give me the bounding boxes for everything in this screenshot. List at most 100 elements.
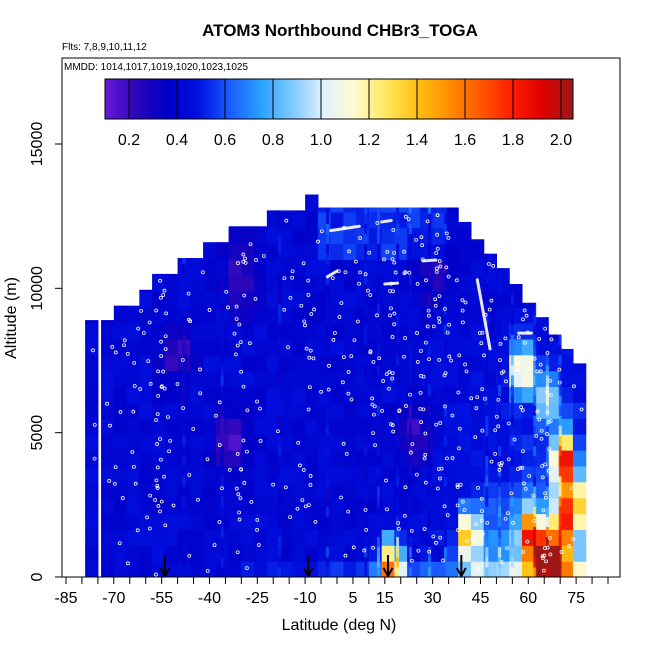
heat-cell [152, 465, 166, 483]
colorbar-segment [450, 79, 454, 119]
heat-cell [254, 307, 268, 324]
sample-point [480, 532, 485, 536]
profile-stripe [558, 405, 562, 416]
profile-stripe [545, 395, 549, 406]
flight-arrow-head [382, 567, 394, 579]
heat-cell [305, 497, 319, 515]
heat-cell [190, 434, 204, 451]
heat-cell [139, 418, 153, 435]
sample-point [242, 481, 247, 485]
sample-point [205, 457, 210, 462]
sample-point [498, 358, 502, 363]
sample-point [434, 422, 439, 427]
heat-cell [292, 291, 306, 308]
sample-point [158, 278, 162, 283]
heat-cell [534, 402, 549, 419]
colorbar-segment [491, 79, 495, 119]
profile-stripe [325, 334, 329, 346]
heat-cell [534, 529, 549, 546]
heat-cell [305, 194, 319, 197]
heat-cell [547, 497, 561, 515]
profile-stripe [408, 475, 412, 487]
sample-point [537, 417, 542, 422]
colorbar-segment [385, 79, 390, 119]
sample-point [138, 387, 143, 391]
profile-stripe [533, 566, 537, 577]
heat-cell [164, 307, 179, 324]
profile-stripe [443, 465, 447, 477]
sample-point [570, 486, 575, 491]
heat-cell [126, 497, 140, 515]
sample-point [415, 360, 420, 364]
heat-cell [292, 322, 306, 340]
heat-cell [292, 338, 306, 356]
colorbar-segment [315, 79, 319, 119]
sample-point [373, 443, 377, 448]
heat-cell [305, 291, 319, 308]
sample-point [167, 449, 171, 454]
sample-point [158, 437, 162, 441]
profile-stripe [498, 374, 502, 386]
heat-cell [190, 275, 204, 292]
sample-point [153, 498, 157, 502]
sample-point [469, 396, 474, 401]
profile-stripe [533, 425, 537, 437]
colorbar-segment [403, 79, 407, 119]
heat-cell [241, 386, 255, 403]
plot-frame [61, 57, 621, 578]
profile-stripe [558, 506, 562, 517]
sample-point [480, 428, 485, 433]
colorbar-segment [391, 79, 395, 119]
colorbar-segment [239, 79, 243, 119]
heat-cell [560, 497, 574, 515]
heat-cell [305, 434, 319, 451]
sample-point [402, 354, 406, 359]
profile-stripe [364, 516, 368, 527]
profile-stripe [182, 294, 186, 305]
sample-point [437, 357, 442, 362]
heat-cell [203, 386, 217, 403]
sample-point [161, 369, 165, 374]
heat-cell [381, 259, 395, 276]
profile-stripe [325, 314, 329, 325]
sample-point [198, 391, 203, 396]
heat-cell [279, 402, 293, 419]
heat-cell [152, 370, 166, 388]
heat-cell [279, 275, 293, 292]
flight-track-segment [125, 278, 141, 292]
sample-point [427, 357, 431, 362]
profile-stripe [427, 425, 431, 437]
heat-cell [228, 481, 242, 499]
heat-cell [266, 465, 281, 483]
sample-point [380, 409, 385, 413]
heat-cell [190, 338, 204, 356]
heat-cell [560, 348, 574, 356]
sample-point [217, 520, 222, 524]
colorbar-segment [306, 79, 311, 119]
sample-point [364, 527, 369, 532]
colorbar-segment [198, 79, 202, 119]
sample-point [255, 518, 260, 522]
y-axis-label: Altitude (m) [3, 277, 20, 359]
colorbar-segment [496, 79, 501, 119]
heat-cell [381, 386, 395, 403]
profile-stripe [545, 506, 549, 517]
heat-cell [292, 275, 306, 292]
heat-cell [152, 513, 166, 530]
sample-point [125, 352, 130, 356]
heat-cell [547, 370, 561, 388]
sample-point [520, 465, 525, 470]
profile-stripe [545, 516, 549, 527]
profile-stripe [396, 385, 400, 396]
heat-cell [305, 386, 319, 403]
heat-cell [394, 207, 408, 213]
sample-point [357, 281, 361, 286]
heat-cell [266, 210, 281, 213]
sample-point [458, 482, 463, 487]
flight-track-segment [325, 269, 339, 279]
heat-cell [266, 561, 281, 577]
sample-point [313, 519, 318, 524]
sample-point [154, 308, 159, 313]
profile-stripe [443, 294, 447, 305]
heat-cell [292, 307, 306, 324]
